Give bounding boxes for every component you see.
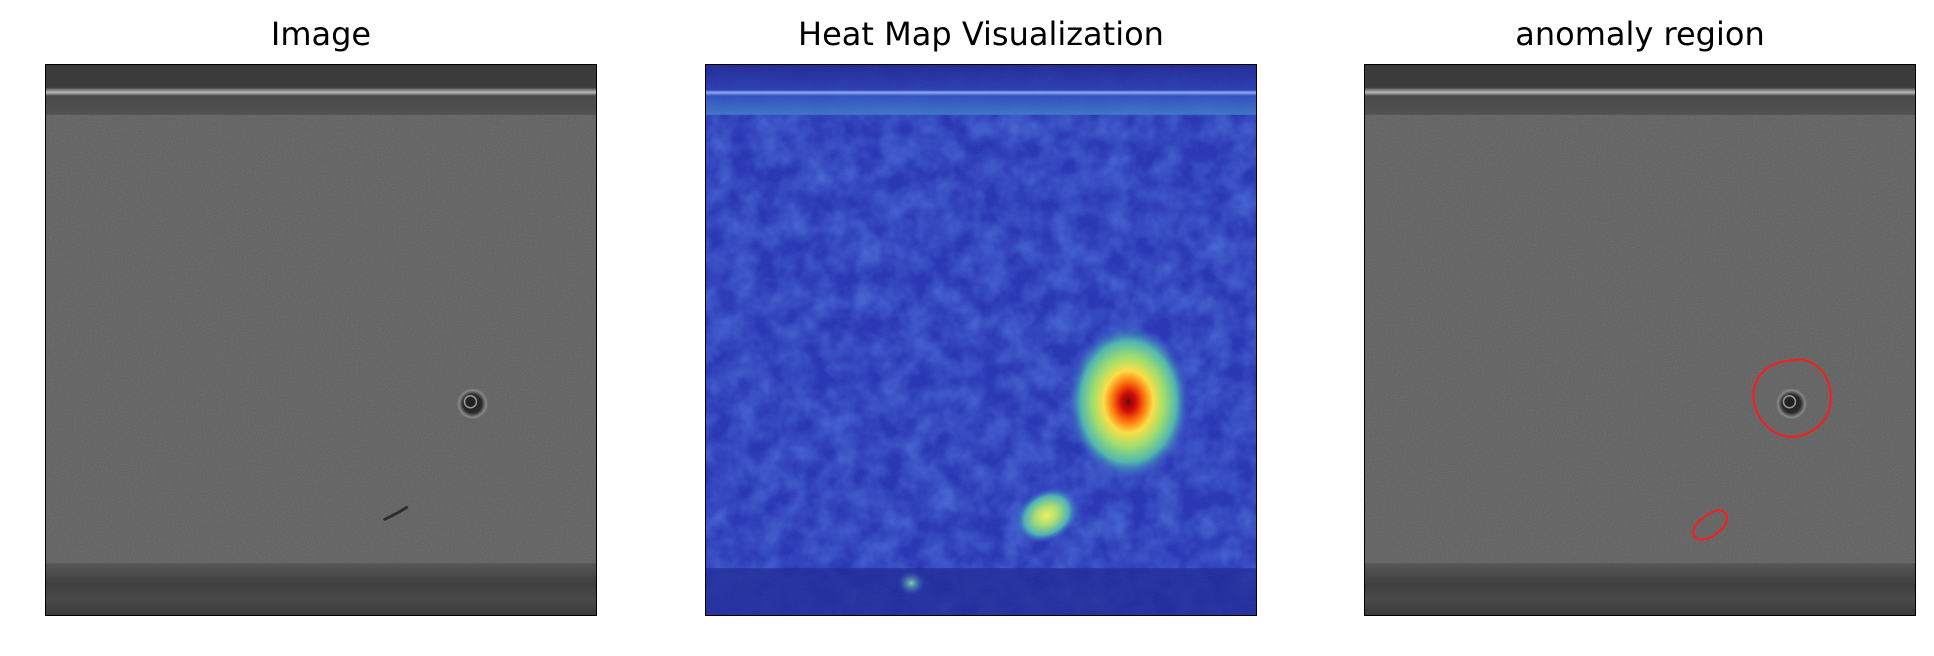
surface-scratch bbox=[383, 505, 409, 521]
panel-title-image: Image bbox=[270, 15, 372, 53]
anomaly-region-panel bbox=[1364, 64, 1916, 616]
heatmap-panel bbox=[705, 64, 1257, 616]
surface-defect bbox=[455, 386, 490, 421]
panel-title-anomaly-region: anomaly region bbox=[1515, 15, 1765, 53]
anomaly-region-image bbox=[1365, 65, 1915, 615]
original-image-panel bbox=[45, 64, 597, 616]
heatmap-image bbox=[706, 65, 1256, 615]
panel-title-heatmap: Heat Map Visualization bbox=[798, 15, 1164, 53]
anomaly-contour-secondary bbox=[1692, 509, 1728, 541]
anomaly-contour-primary bbox=[1752, 358, 1832, 438]
original-image bbox=[46, 65, 596, 615]
